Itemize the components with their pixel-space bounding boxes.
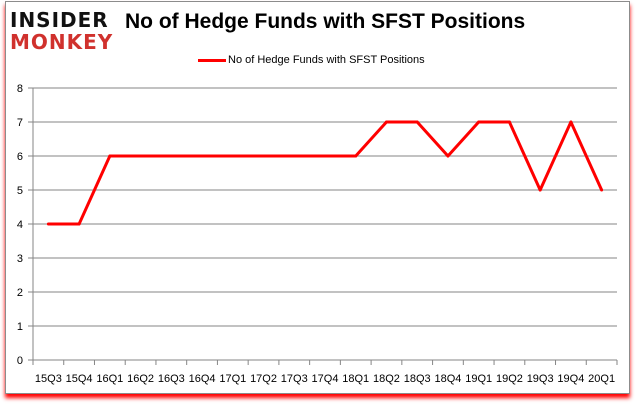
data-point xyxy=(77,222,81,226)
data-point xyxy=(231,154,235,158)
y-tick-label: 6 xyxy=(17,151,23,163)
y-tick-label: 8 xyxy=(17,83,23,95)
x-tick-label: 16Q2 xyxy=(127,373,154,385)
insider-monkey-logo: INSIDER MONKEY xyxy=(10,8,120,54)
x-tick-label: 17Q2 xyxy=(250,373,277,385)
data-point xyxy=(108,154,112,158)
series-line xyxy=(48,120,603,226)
data-point xyxy=(600,188,604,192)
x-tick-label: 15Q4 xyxy=(66,373,93,385)
data-point xyxy=(446,154,450,158)
x-tick-label: 16Q1 xyxy=(96,373,123,385)
y-tick-label: 1 xyxy=(17,321,23,333)
data-point xyxy=(200,154,204,158)
logo-line2: MONKEY xyxy=(10,30,114,54)
y-tick-label: 3 xyxy=(17,253,23,265)
data-point xyxy=(169,154,173,158)
x-tick-label: 19Q3 xyxy=(527,373,554,385)
data-point xyxy=(323,154,327,158)
data-point xyxy=(477,120,481,124)
chart-title: No of Hedge Funds with SFST Positions xyxy=(125,10,526,33)
legend-label: No of Hedge Funds with SFST Positions xyxy=(228,54,425,66)
data-point xyxy=(139,154,143,158)
x-tick-label: 19Q2 xyxy=(496,373,523,385)
chart-frame xyxy=(5,1,630,394)
data-point xyxy=(354,154,358,158)
data-point xyxy=(292,154,296,158)
x-tick-label: 18Q4 xyxy=(434,373,461,385)
data-point xyxy=(415,120,419,124)
x-tick-label: 17Q4 xyxy=(312,373,339,385)
x-tick-label: 18Q1 xyxy=(342,373,369,385)
x-tick-label: 15Q3 xyxy=(35,373,62,385)
x-tick-label: 17Q3 xyxy=(281,373,308,385)
data-point xyxy=(262,154,266,158)
x-tick-label: 16Q3 xyxy=(158,373,185,385)
y-tick-label: 4 xyxy=(17,219,23,231)
data-point xyxy=(538,188,542,192)
legend: No of Hedge Funds with SFST Positions xyxy=(198,54,425,66)
x-tick-label: 16Q4 xyxy=(189,373,216,385)
data-point xyxy=(507,120,511,124)
x-tick-label: 20Q1 xyxy=(588,373,615,385)
legend-swatch xyxy=(198,58,226,62)
y-tick-label: 7 xyxy=(17,117,23,129)
logo-line1: INSIDER xyxy=(10,8,109,32)
data-point xyxy=(384,120,388,124)
x-tick-label: 17Q1 xyxy=(219,373,246,385)
x-tick-label: 18Q3 xyxy=(404,373,431,385)
data-point xyxy=(46,222,50,226)
y-tick-label: 5 xyxy=(17,185,23,197)
x-tick-label: 19Q4 xyxy=(557,373,584,385)
y-tick-label: 2 xyxy=(17,287,23,299)
x-tick-label: 19Q1 xyxy=(465,373,492,385)
data-point xyxy=(569,120,573,124)
x-tick-label: 18Q2 xyxy=(373,373,400,385)
y-tick-label: 0 xyxy=(17,355,23,367)
